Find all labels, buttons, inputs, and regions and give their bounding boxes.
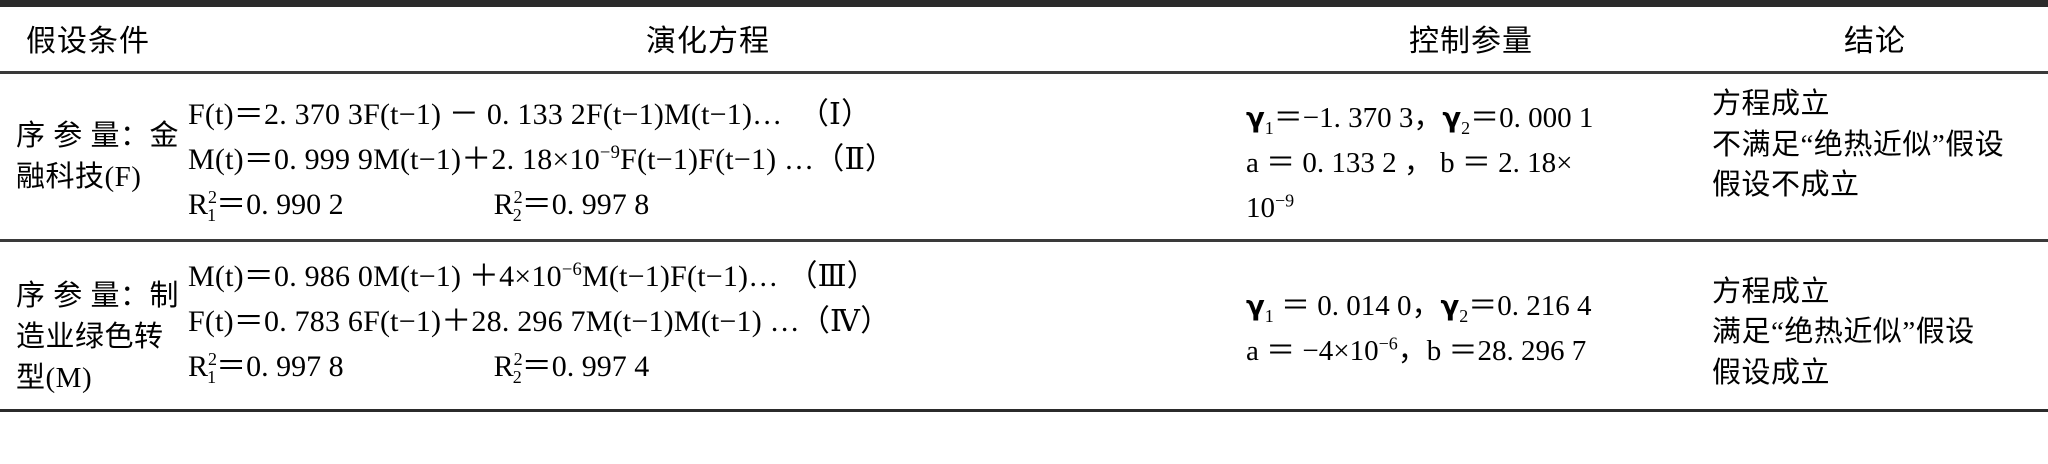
assumption-line: 型(M) xyxy=(16,362,93,395)
conclusion-line: 方程成立 xyxy=(1712,275,1831,308)
conclusion-line: 假设成立 xyxy=(1712,357,1831,389)
cell-assumption-row1: 序 参 量：金 融科技(F) xyxy=(0,74,180,239)
cell-equation-row1: F(t)＝2. 370 3F(t−1) － 0. 133 2F(t−1)M(t−… xyxy=(176,74,1240,239)
equation-line-2: M(t)＝0. 999 9M(t−1)＋2. 18×10−9F(t−1)F(t−… xyxy=(188,137,1240,182)
table-body-row-1: 序 参 量：金 融科技(F) F(t)＝2. 370 3F(t−1) － 0. … xyxy=(0,74,2048,239)
r-squared-1: R21＝0. 990 2 xyxy=(188,187,344,225)
cell-equation-row2: M(t)＝0. 986 0M(t−1) ＋4×10−6M(t−1)F(t−1)…… xyxy=(176,242,1240,410)
cell-control-row1: γ1＝−1. 370 3，γ2＝0. 000 1 a ＝ 0. 133 2 ， … xyxy=(1240,74,1702,239)
column-header-conclusion: 结论 xyxy=(1844,25,1906,58)
r-squared-2: R22＝0. 997 8 xyxy=(493,187,650,225)
conclusion-line: 假设不成立 xyxy=(1712,169,1860,202)
equation-tag: （Ⅰ） xyxy=(798,98,872,131)
r-squared-line: R21＝0. 997 8 R22＝0. 997 4 xyxy=(188,344,1240,389)
equation-body: M(t)＝0. 999 9M(t−1)＋2. 18×10−9F(t−1)F(t−… xyxy=(188,142,815,176)
control-line-gamma: γ1 ＝ 0. 014 0，γ2＝0. 216 4 xyxy=(1246,289,1592,326)
r-squared-line: R21＝0. 990 2 R22＝0. 997 8 xyxy=(188,182,1240,227)
control-line-gamma: γ1＝−1. 370 3，γ2＝0. 000 1 xyxy=(1246,102,1594,138)
table-row: 序 参 量：制 造业绿色转 型(M) M(t)＝0. 986 0M(t−1) ＋… xyxy=(0,242,2048,410)
equation-body: F(t)＝0. 783 6F(t−1)＋28. 296 7M(t−1)M(t−1… xyxy=(188,304,800,338)
row-separator-rule xyxy=(0,238,2048,242)
conclusion-line: 不满足“绝热近似”假设 xyxy=(1712,128,2005,161)
column-header-equation: 演化方程 xyxy=(646,25,770,58)
column-header-control: 控制参量 xyxy=(1409,25,1533,58)
cell-conclusion-row2: 方程成立 满足“绝热近似”假设 假设成立 xyxy=(1702,242,2048,410)
r-squared-1: R21＝0. 997 8 xyxy=(188,348,344,387)
cell-conclusion-row1: 方程成立 不满足“绝热近似”假设 假设不成立 xyxy=(1702,74,2048,239)
assumption-line: 序 参 量：制 xyxy=(16,279,180,312)
cell-assumption-row2: 序 参 量：制 造业绿色转 型(M) xyxy=(0,242,180,410)
table-header: 假设条件 演化方程 控制参量 结论 xyxy=(0,7,2048,71)
assumption-line: 造业绿色转 xyxy=(16,320,164,353)
equation-body: M(t)＝0. 986 0M(t−1) ＋4×10−6M(t−1)F(t−1)… xyxy=(188,258,779,293)
control-line-ab: a ＝ −4×10−6，b ＝28. 296 7 xyxy=(1246,333,1587,367)
equation-tag: （Ⅲ） xyxy=(787,259,877,293)
equation-tag: （Ⅳ） xyxy=(799,304,891,338)
assumption-line: 序 参 量：金 xyxy=(16,120,180,152)
control-line-ab: a ＝ 0. 133 2 ， b ＝ 2. 18× xyxy=(1246,146,1573,179)
control-line-exponent: 10−9 xyxy=(1246,190,1295,224)
header-row: 假设条件 演化方程 控制参量 结论 xyxy=(0,7,2048,71)
table-body-row-2: 序 参 量：制 造业绿色转 型(M) M(t)＝0. 986 0M(t−1) ＋… xyxy=(0,242,2048,410)
cell-control-row2: γ1 ＝ 0. 014 0，γ2＝0. 216 4 a ＝ −4×10−6，b … xyxy=(1240,242,1702,410)
conclusion-line: 方程成立 xyxy=(1712,88,1831,120)
column-header-assumption: 假设条件 xyxy=(26,25,150,58)
equation-line-1: F(t)＝2. 370 3F(t−1) － 0. 133 2F(t−1)M(t−… xyxy=(188,92,1240,137)
table-bottom-rule xyxy=(0,409,2048,413)
equation-line-1: M(t)＝0. 986 0M(t−1) ＋4×10−6M(t−1)F(t−1)…… xyxy=(188,254,1240,299)
table-top-rule xyxy=(0,0,2048,7)
equation-tag: （Ⅱ） xyxy=(814,143,896,176)
table-row: 序 参 量：金 融科技(F) F(t)＝2. 370 3F(t−1) － 0. … xyxy=(0,74,2048,239)
equation-line-2: F(t)＝0. 783 6F(t−1)＋28. 296 7M(t−1)M(t−1… xyxy=(188,299,1240,344)
table: 假设条件 演化方程 控制参量 结论 xyxy=(0,7,2048,71)
conclusion-line: 满足“绝热近似”假设 xyxy=(1712,316,1975,349)
header-separator-rule xyxy=(0,71,2048,74)
equation-body: F(t)＝2. 370 3F(t−1) － 0. 133 2F(t−1)M(t−… xyxy=(188,98,783,131)
assumption-line: 融科技(F) xyxy=(16,161,142,194)
r-squared-2: R22＝0. 997 4 xyxy=(493,348,650,387)
